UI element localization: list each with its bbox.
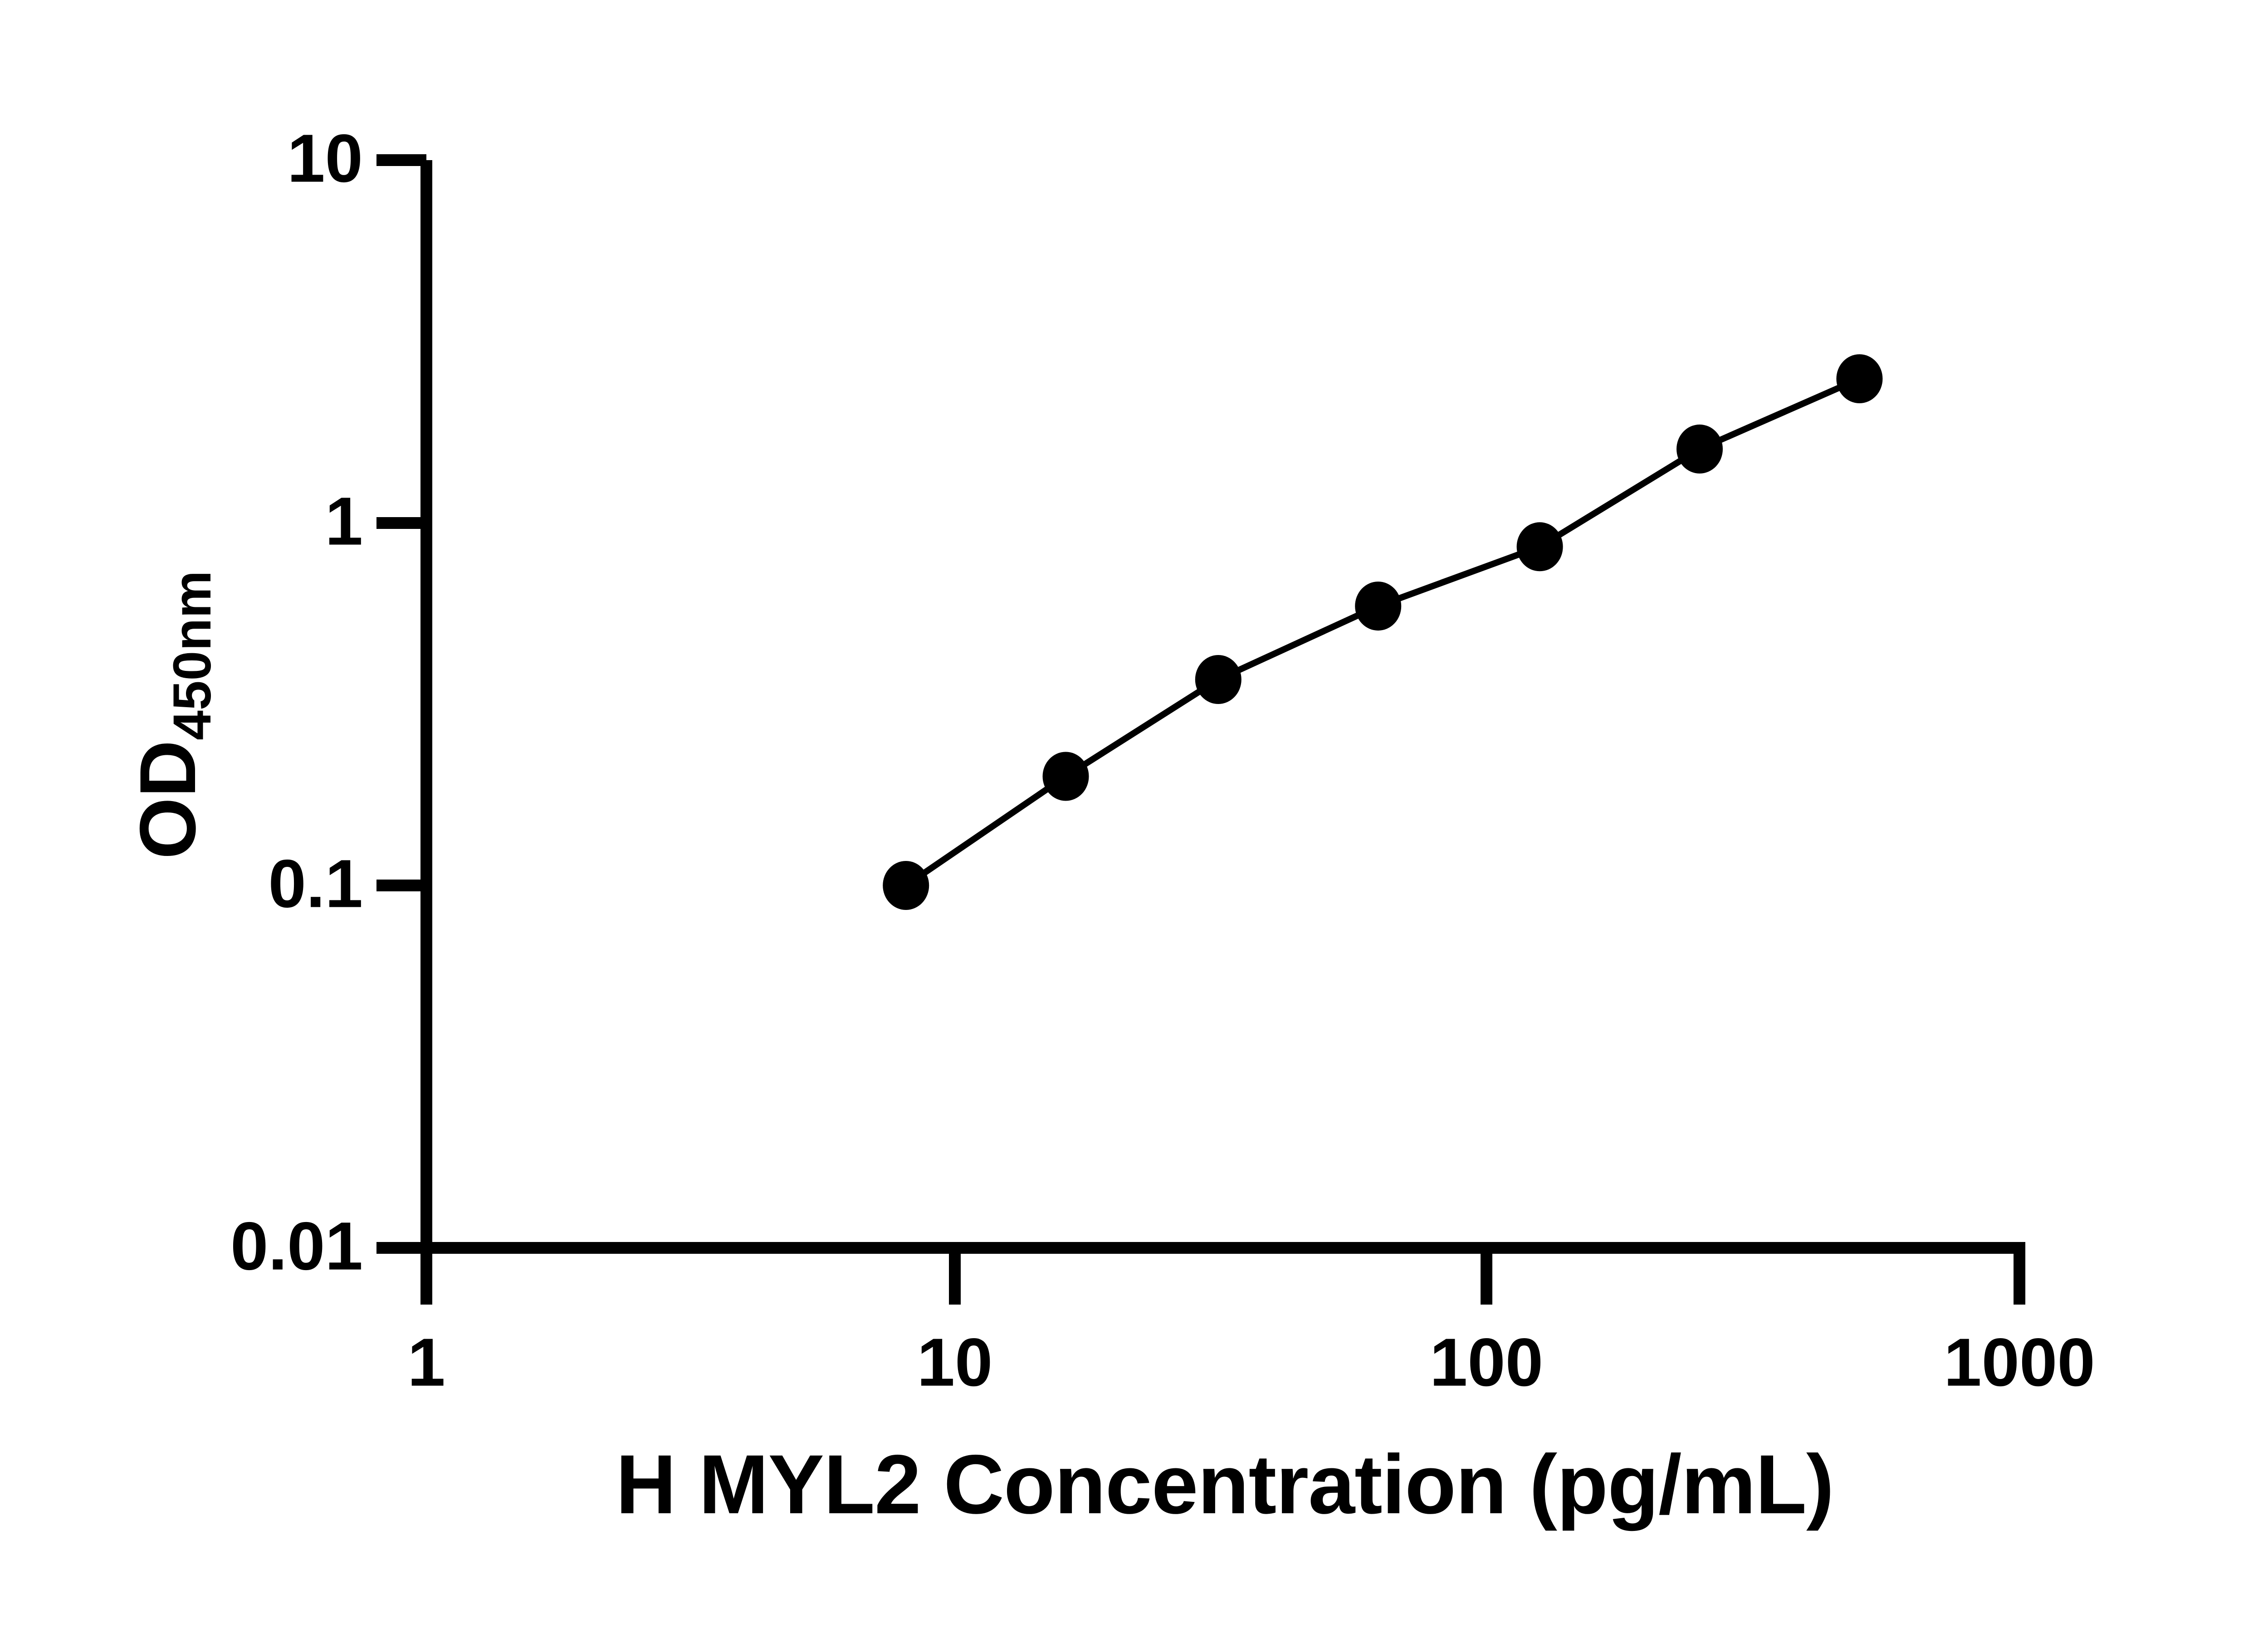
y-axis-title-subscript: 450nm: [162, 571, 222, 740]
svg-text:OD450nm: OD450nm: [124, 571, 222, 859]
y-tick-label-1: 1: [325, 483, 363, 559]
data-point: [1516, 522, 1563, 572]
x-axis-title: H MYL2 Concentration (pg/mL): [616, 1438, 1833, 1531]
data-point: [1355, 582, 1402, 631]
chart-canvas: 10 1 0.1 0.01 1 10 100 1000 H MYL2: [124, 120, 2095, 1531]
data-point: [1677, 424, 1723, 474]
y-tick-label-10: 10: [287, 120, 363, 196]
y-axis-title: OD450nm: [124, 571, 222, 859]
data-point: [1042, 752, 1089, 801]
data-point: [883, 861, 929, 910]
y-tick-label-0-01: 0.01: [230, 1208, 363, 1284]
x-tick-label-10: 10: [917, 1324, 993, 1400]
data-point-group: [883, 354, 1883, 910]
data-series: [883, 354, 1883, 910]
standard-curve-chart: 10 1 0.1 0.01 1 10 100 1000 H MYL2: [18, 7, 2268, 1626]
y-tick-label-0-1: 0.1: [268, 846, 363, 922]
x-axis: [420, 1242, 2025, 1305]
x-tick-label-1: 1: [407, 1324, 445, 1400]
data-point: [1195, 655, 1242, 704]
y-axis-title-main: OD: [124, 740, 212, 860]
x-tick-label-1000: 1000: [1944, 1324, 2095, 1400]
x-tick-label-100: 100: [1430, 1324, 1543, 1400]
y-axis: [376, 154, 432, 1254]
data-point: [1836, 354, 1883, 403]
